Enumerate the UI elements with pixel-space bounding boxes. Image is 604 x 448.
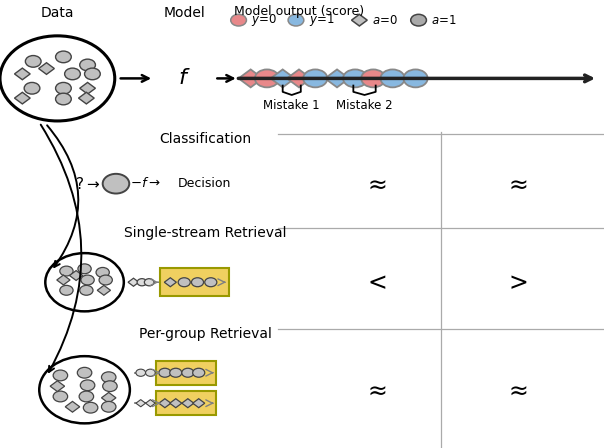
Text: $\approx$: $\approx$ xyxy=(362,378,387,402)
Circle shape xyxy=(191,278,204,287)
Polygon shape xyxy=(136,400,146,407)
Circle shape xyxy=(144,279,154,286)
Polygon shape xyxy=(193,399,205,408)
Text: Mistake 2: Mistake 2 xyxy=(336,99,393,112)
Circle shape xyxy=(146,369,155,376)
Circle shape xyxy=(170,368,182,377)
Text: $\approx$: $\approx$ xyxy=(504,378,528,402)
Polygon shape xyxy=(239,69,263,87)
Polygon shape xyxy=(65,401,80,412)
Circle shape xyxy=(411,14,426,26)
Circle shape xyxy=(205,278,217,287)
Text: Model: Model xyxy=(163,6,205,21)
Circle shape xyxy=(96,267,109,277)
Circle shape xyxy=(403,69,428,87)
Circle shape xyxy=(178,278,190,287)
Circle shape xyxy=(288,14,304,26)
Text: $\approx$: $\approx$ xyxy=(362,172,387,196)
Circle shape xyxy=(53,370,68,381)
Circle shape xyxy=(159,368,171,377)
Polygon shape xyxy=(50,381,65,392)
Circle shape xyxy=(85,68,100,80)
Polygon shape xyxy=(170,399,182,408)
Polygon shape xyxy=(101,392,116,403)
Circle shape xyxy=(60,285,73,295)
Text: $y\!=\!1$: $y\!=\!1$ xyxy=(309,12,335,28)
Text: Classification: Classification xyxy=(159,132,251,146)
Circle shape xyxy=(0,36,115,121)
Circle shape xyxy=(79,391,94,402)
Circle shape xyxy=(361,69,385,87)
FancyBboxPatch shape xyxy=(160,268,229,296)
Circle shape xyxy=(231,14,246,26)
Text: $\mathit{-f}$$\rightarrow$: $\mathit{-f}$$\rightarrow$ xyxy=(130,176,161,190)
Circle shape xyxy=(103,381,117,392)
Circle shape xyxy=(77,367,92,378)
Circle shape xyxy=(25,56,41,67)
Polygon shape xyxy=(128,278,139,286)
Polygon shape xyxy=(14,92,30,104)
Circle shape xyxy=(56,51,71,63)
Circle shape xyxy=(101,372,116,383)
Polygon shape xyxy=(80,82,95,94)
Text: $y\!=\!0$: $y\!=\!0$ xyxy=(251,12,277,28)
Text: $<$: $<$ xyxy=(362,270,387,294)
Circle shape xyxy=(60,266,73,276)
Polygon shape xyxy=(352,14,367,26)
Circle shape xyxy=(78,264,91,274)
Text: $\approx$: $\approx$ xyxy=(504,172,528,196)
Text: Single-stream Retrieval: Single-stream Retrieval xyxy=(124,226,287,240)
Circle shape xyxy=(101,401,116,412)
Circle shape xyxy=(99,275,112,285)
Circle shape xyxy=(182,368,194,377)
Polygon shape xyxy=(146,400,155,407)
Circle shape xyxy=(381,69,405,87)
Text: $a\!=\!1$: $a\!=\!1$ xyxy=(431,13,457,27)
Circle shape xyxy=(83,402,98,413)
Circle shape xyxy=(80,380,95,391)
Circle shape xyxy=(193,368,205,377)
Circle shape xyxy=(80,285,93,295)
Circle shape xyxy=(303,69,327,87)
Text: Data: Data xyxy=(40,6,74,21)
Text: $?\rightarrow$: $?\rightarrow$ xyxy=(74,176,100,192)
Polygon shape xyxy=(325,69,349,87)
Text: Per-group Retrieval: Per-group Retrieval xyxy=(139,327,272,341)
Circle shape xyxy=(56,82,71,94)
Text: Decision: Decision xyxy=(178,177,231,190)
Polygon shape xyxy=(97,285,111,295)
Text: Mistake 1: Mistake 1 xyxy=(263,99,320,112)
FancyBboxPatch shape xyxy=(156,391,216,415)
Text: $\mathit{f}$: $\mathit{f}$ xyxy=(178,69,190,88)
Circle shape xyxy=(65,68,80,80)
Polygon shape xyxy=(14,68,30,80)
Circle shape xyxy=(103,174,129,194)
Polygon shape xyxy=(271,69,295,87)
Polygon shape xyxy=(164,278,176,287)
Circle shape xyxy=(136,369,146,376)
FancyBboxPatch shape xyxy=(156,361,216,385)
Circle shape xyxy=(56,93,71,105)
Polygon shape xyxy=(182,399,194,408)
Polygon shape xyxy=(79,92,94,104)
Polygon shape xyxy=(69,271,83,280)
Polygon shape xyxy=(159,399,171,408)
Text: $a\!=\!0$: $a\!=\!0$ xyxy=(371,13,398,27)
Circle shape xyxy=(255,69,279,87)
Circle shape xyxy=(80,59,95,71)
Text: Model output (score): Model output (score) xyxy=(234,4,364,18)
Circle shape xyxy=(343,69,367,87)
Polygon shape xyxy=(57,275,70,285)
Circle shape xyxy=(137,279,147,286)
Circle shape xyxy=(53,391,68,402)
Text: $>$: $>$ xyxy=(504,270,528,294)
Circle shape xyxy=(81,275,94,285)
Circle shape xyxy=(39,356,130,423)
Circle shape xyxy=(24,82,40,94)
Polygon shape xyxy=(287,69,311,87)
Polygon shape xyxy=(39,63,54,74)
Circle shape xyxy=(45,253,124,311)
